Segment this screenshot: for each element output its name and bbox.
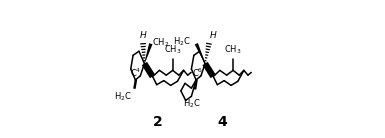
Text: CH$_3$: CH$_3$: [164, 43, 181, 56]
Text: C$^6$: C$^6$: [192, 66, 203, 79]
Text: H: H: [140, 31, 146, 40]
Text: 4: 4: [218, 115, 228, 129]
Polygon shape: [195, 43, 205, 64]
Text: 2: 2: [153, 115, 162, 129]
Text: H$_2$C: H$_2$C: [183, 97, 201, 110]
Text: H$_2$C: H$_2$C: [114, 90, 132, 103]
Text: H$_2$C: H$_2$C: [172, 35, 191, 48]
Text: CH$_3$: CH$_3$: [224, 43, 242, 56]
Text: C$^4$: C$^4$: [130, 66, 141, 79]
Text: CH$_2$: CH$_2$: [152, 37, 169, 49]
Polygon shape: [144, 43, 152, 64]
Text: H: H: [210, 31, 217, 40]
